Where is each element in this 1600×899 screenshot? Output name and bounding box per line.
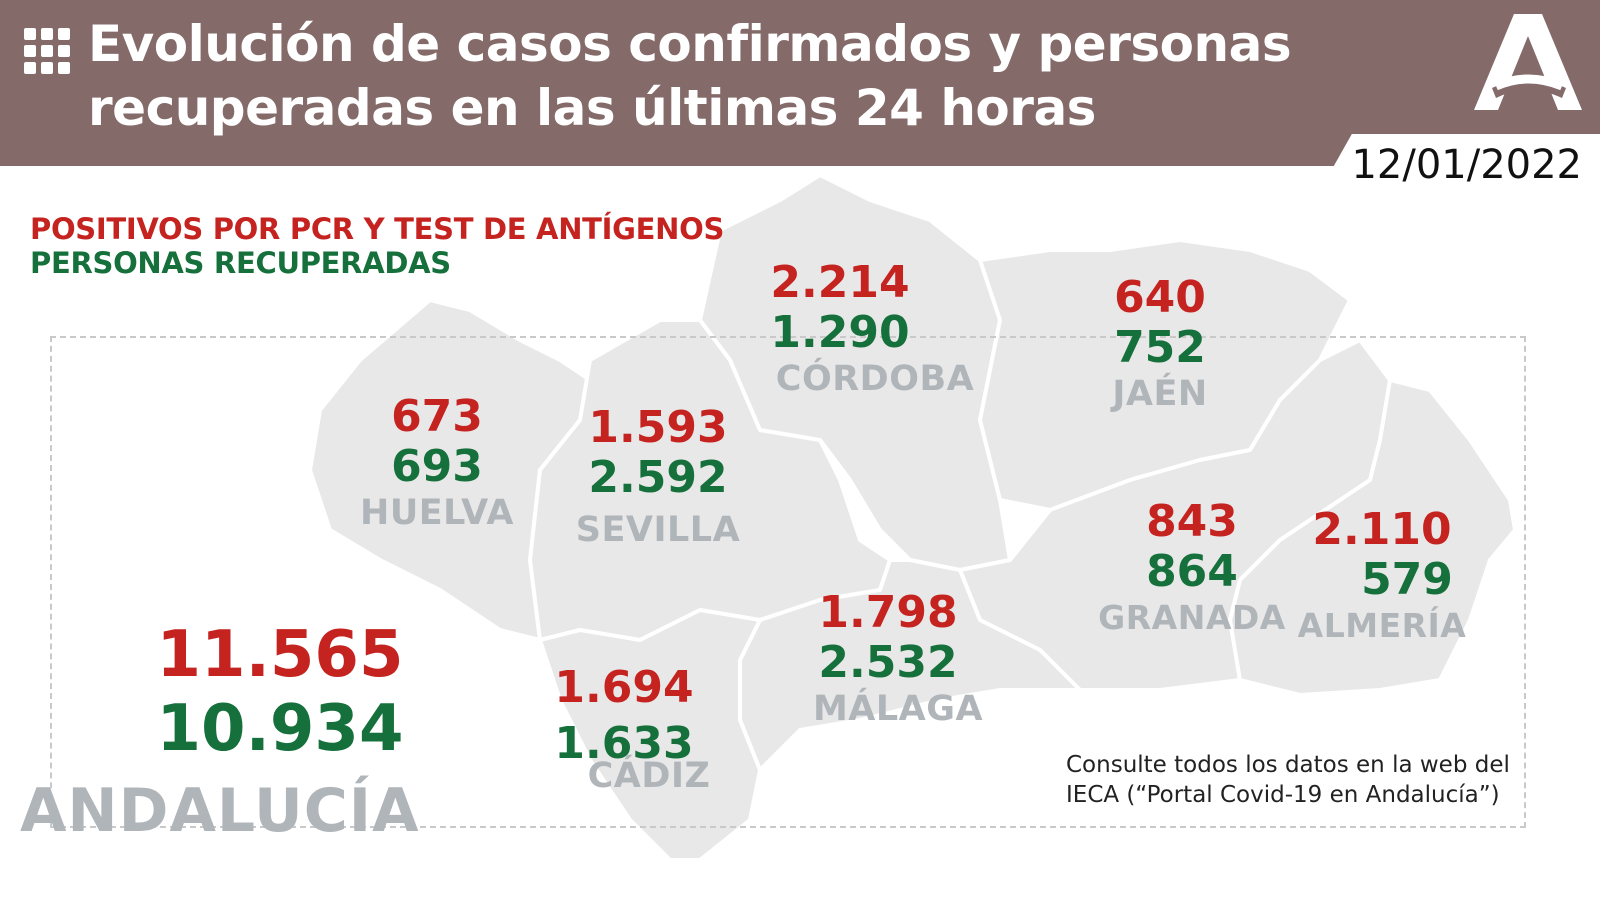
recovered-count: 579 [1361, 554, 1453, 605]
cadiz-region [538, 608, 762, 862]
legend-recovered: PERSONAS RECUPERADAS [30, 246, 451, 280]
province-sevilla: 1.593 2.592 SEVILLA [538, 403, 778, 551]
source-note-line-1: Consulte todos los datos en la web del [1066, 752, 1510, 778]
positive-count: 1.694 [554, 662, 694, 713]
positive-count: 1.798 [818, 587, 958, 638]
recovered-count: 864 [1146, 546, 1238, 597]
positive-count: 673 [391, 391, 483, 442]
province-granada: 843 864 GRANADA [1072, 497, 1312, 639]
dashed-frame [50, 336, 1526, 828]
title-line-1: Evolución de casos confirmados y persona… [88, 15, 1292, 73]
province-name: MÁLAGA [812, 689, 984, 729]
legend-positive: POSITIVOS POR PCR Y TEST DE ANTÍGENOS [30, 212, 725, 246]
recovered-count: 1.290 [770, 307, 910, 358]
province-name: ALMERÍA [1297, 606, 1467, 645]
province-huelva: 673 693 HUELVA [317, 392, 557, 534]
province-name: GRANADA [1098, 598, 1286, 637]
recovered-count: 2.592 [588, 452, 728, 503]
total-andalucia: 11.565 10.934 [150, 618, 410, 766]
province-malaga: 1.798 2.532 MÁLAGA [768, 588, 1008, 730]
region-name: ANDALUCÍA [20, 776, 420, 846]
province-cadiz: 1.694 1.633 CÁDIZ [504, 663, 744, 797]
positive-count: 1.593 [588, 402, 728, 453]
province-name: HUELVA [360, 493, 514, 533]
province-name: CÁDIZ [587, 756, 711, 796]
almeria-region [1228, 378, 1517, 697]
total-recovered: 10.934 [156, 692, 404, 766]
positive-count: 640 [1114, 272, 1206, 323]
recovered-count: 752 [1114, 322, 1206, 373]
province-name: SEVILLA [575, 510, 741, 550]
title-line-2: recuperadas en las últimas 24 horas [88, 79, 1096, 137]
total-positive: 11.565 [156, 618, 404, 692]
page-title: Evolución de casos confirmados y persona… [88, 12, 1418, 140]
province-name: CÓRDOBA [775, 359, 975, 399]
positive-count: 843 [1146, 496, 1238, 547]
grid-icon [24, 28, 70, 74]
positive-count: 2.110 [1312, 504, 1452, 555]
recovered-count: 693 [391, 441, 483, 492]
positive-count: 2.214 [770, 257, 910, 308]
header-bar: Evolución de casos confirmados y persona… [0, 0, 1600, 166]
province-jaen: 640 752 JAÉN [1040, 273, 1280, 415]
source-note-line-2: IECA (“Portal Covid-19 en Andalucía”) [1066, 782, 1500, 808]
province-cordoba: 2.214 1.290 CÓRDOBA [735, 258, 1015, 400]
province-almeria: 2.110 579 ALMERÍA [1262, 505, 1502, 647]
junta-andalucia-logo [1474, 14, 1582, 110]
recovered-count: 1.633 [554, 718, 694, 769]
date-tab [1318, 134, 1600, 194]
province-name: JAÉN [1112, 374, 1208, 414]
date-label: 12/01/2022 [1351, 142, 1582, 188]
source-note: Consulte todos los datos en la web del I… [1066, 750, 1526, 810]
recovered-count: 2.532 [818, 637, 958, 688]
